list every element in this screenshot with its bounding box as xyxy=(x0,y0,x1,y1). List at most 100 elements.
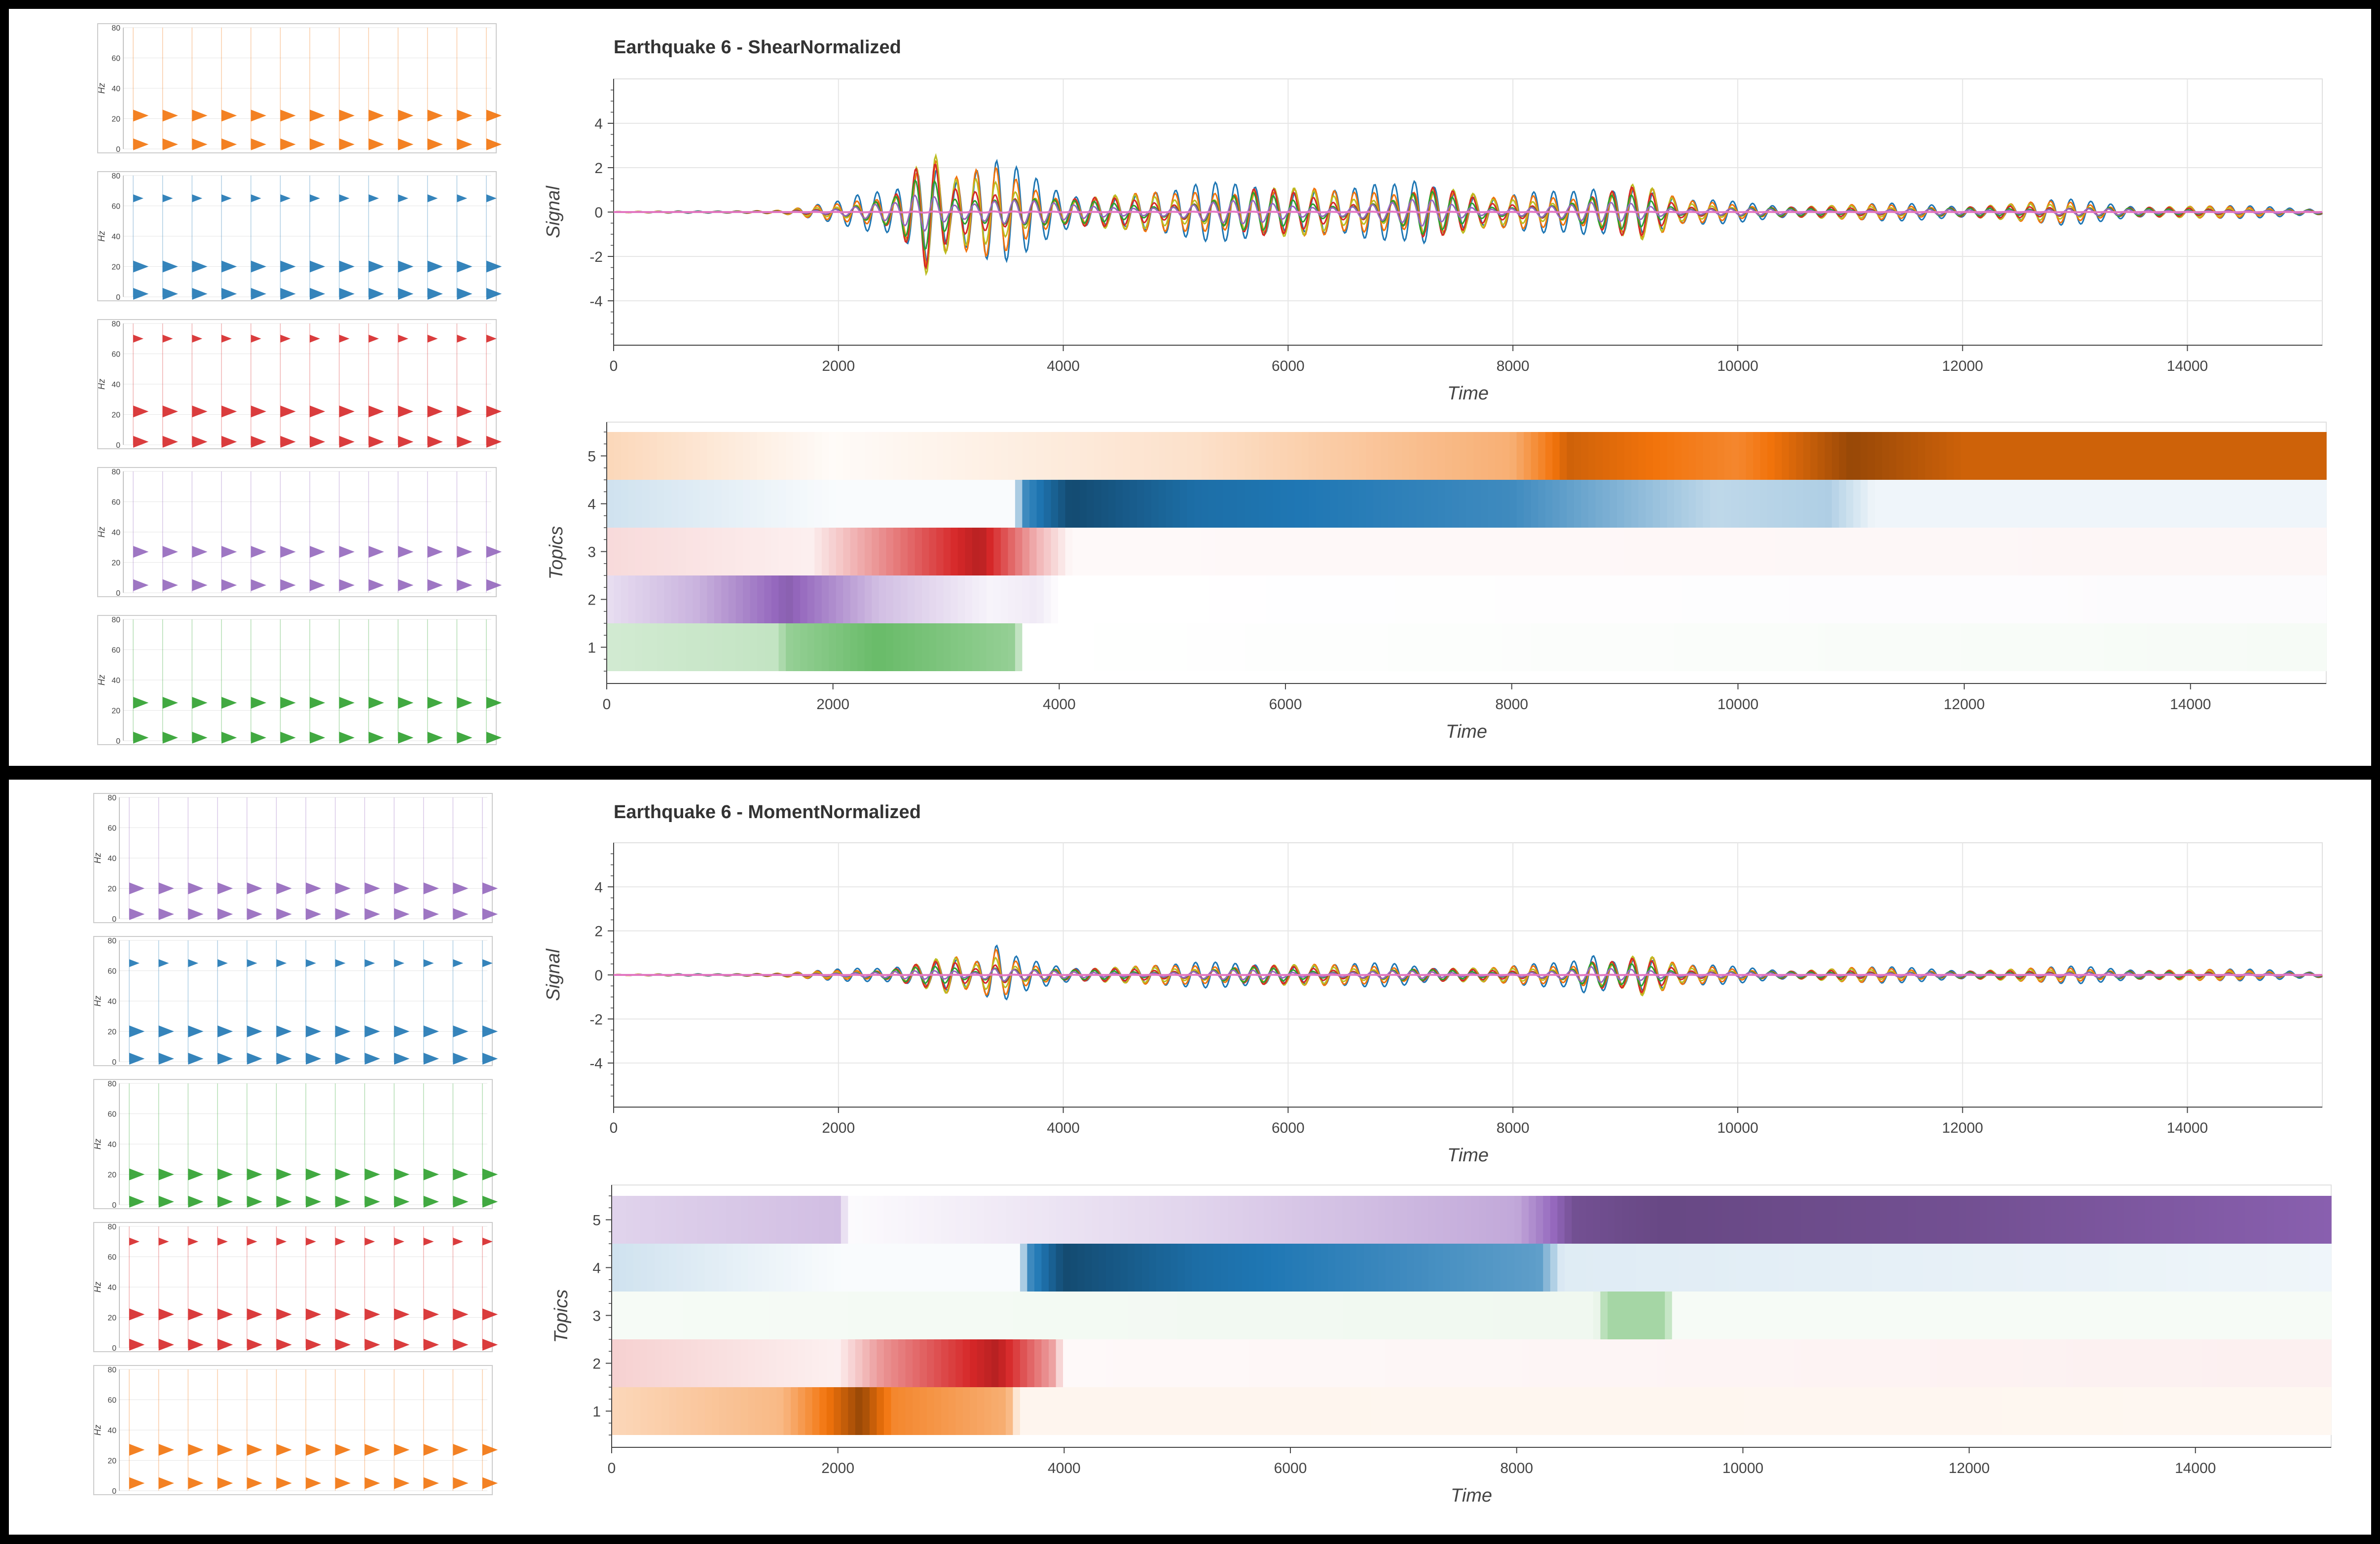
topic-cell xyxy=(1330,480,1338,528)
topic-cell xyxy=(2132,432,2141,480)
topic-cell xyxy=(633,1292,641,1339)
topic-cell xyxy=(1588,575,1596,623)
topic-cell xyxy=(841,1196,849,1244)
topic-cell xyxy=(1314,1244,1321,1292)
mini-peak xyxy=(394,882,410,895)
topic-cell xyxy=(877,1196,884,1244)
heatmap-ytick-label: 4 xyxy=(587,497,596,513)
mini-tick-label: 60 xyxy=(108,1111,116,1119)
topic-cell xyxy=(893,623,901,671)
topic-cell xyxy=(1256,1387,1264,1435)
mini-peak xyxy=(129,1308,145,1321)
topic-cell xyxy=(841,1244,849,1292)
topic-cell xyxy=(1471,1196,1479,1244)
topic-cell xyxy=(1874,575,1883,623)
mini-peak xyxy=(133,287,149,300)
topic-cell xyxy=(1049,1387,1057,1435)
mini-peak xyxy=(276,1338,292,1351)
topic-cell xyxy=(1084,1196,1092,1244)
topic-cell xyxy=(619,1244,626,1292)
topic-cell xyxy=(1624,623,1632,671)
topic-cell xyxy=(1373,623,1381,671)
topic-cell xyxy=(1437,575,1446,623)
topic-cell xyxy=(1345,623,1353,671)
heatmap-ylabel: Topics xyxy=(551,1290,572,1343)
topic-cell xyxy=(986,623,994,671)
topic-cell xyxy=(1672,1339,1680,1387)
topic-cell xyxy=(1695,575,1704,623)
topic-cell xyxy=(886,480,894,528)
topic-cell xyxy=(626,1339,634,1387)
mini-peak xyxy=(158,1237,169,1246)
topic-cell xyxy=(872,623,879,671)
topic-cell xyxy=(1564,1339,1573,1387)
topic-cell xyxy=(1708,1387,1716,1435)
topic-cell xyxy=(841,1292,849,1339)
topic-cell xyxy=(1378,1339,1386,1387)
topic-cell xyxy=(984,1339,992,1387)
topic-cell xyxy=(783,1387,791,1435)
topic-cell xyxy=(2094,1196,2102,1244)
mini-peak xyxy=(482,1052,498,1065)
mini-peak xyxy=(486,545,502,558)
topic-cell xyxy=(719,1196,727,1244)
topic-cell xyxy=(936,575,944,623)
mini-peak xyxy=(398,109,414,122)
topic-cell xyxy=(1464,1244,1472,1292)
topic-cell xyxy=(998,1292,1006,1339)
topic-cell xyxy=(1801,1196,1809,1244)
topic-cell xyxy=(1273,432,1281,480)
topic-cell xyxy=(2309,1292,2317,1339)
topic-row-2 xyxy=(607,575,2327,623)
topic-cell xyxy=(993,432,1001,480)
topic-cell xyxy=(984,1244,992,1292)
topic-cell xyxy=(2140,528,2148,575)
heatmap-xtick-label: 10000 xyxy=(1718,696,1758,713)
topic-cell xyxy=(941,1196,949,1244)
topic-cell xyxy=(1215,528,1223,575)
topic-cell xyxy=(1918,432,1926,480)
topic-cell xyxy=(2204,432,2212,480)
topic-cell xyxy=(1493,1339,1501,1387)
topic-cell xyxy=(1989,575,1997,623)
topic-cell xyxy=(1731,623,1739,671)
topic-cell xyxy=(1867,432,1875,480)
topic-cell xyxy=(1187,528,1195,575)
topic-cell xyxy=(657,528,664,575)
topic-cell xyxy=(1337,623,1345,671)
heatmap-xtick-label: 0 xyxy=(603,696,611,713)
topic-cell xyxy=(1201,432,1209,480)
topic-cell xyxy=(2195,1292,2203,1339)
topic-cell xyxy=(1208,528,1216,575)
topic-cell xyxy=(2188,1196,2196,1244)
topic-cell xyxy=(2068,623,2076,671)
topic-cell xyxy=(2018,528,2026,575)
topic-cell xyxy=(1578,1196,1587,1244)
topic-cell xyxy=(1020,1339,1028,1387)
topic-cell xyxy=(1220,1292,1228,1339)
topic-cell xyxy=(2312,575,2320,623)
topic-cell xyxy=(1889,480,1897,528)
topic-cell xyxy=(697,1387,705,1435)
topic-cell xyxy=(1779,1387,1787,1435)
topic-cell xyxy=(612,1292,620,1339)
topic-cell xyxy=(2045,1292,2052,1339)
topic-cell xyxy=(979,623,987,671)
topic-cell xyxy=(1617,432,1625,480)
topic-cell xyxy=(1495,432,1503,480)
topic-cell xyxy=(1437,528,1446,575)
topic-cell xyxy=(1378,1292,1386,1339)
topic-cell xyxy=(2324,1387,2332,1435)
topic-cell xyxy=(1746,432,1754,480)
topic-cell xyxy=(1445,432,1453,480)
topic-cell xyxy=(1636,1196,1644,1244)
topic-cell xyxy=(1170,1196,1178,1244)
topic-cell xyxy=(1457,1387,1465,1435)
topic-cell xyxy=(661,1196,669,1244)
topic-cell xyxy=(1801,1292,1809,1339)
topic-cell xyxy=(1865,1387,1873,1435)
topic-cell xyxy=(1423,480,1431,528)
topic-cell xyxy=(1887,1244,1895,1292)
topic-row-1 xyxy=(607,623,2327,671)
topic-cell xyxy=(1070,1339,1078,1387)
